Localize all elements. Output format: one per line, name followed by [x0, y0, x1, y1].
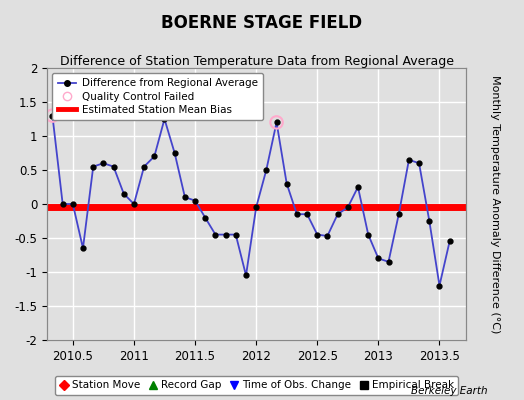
Point	[272, 119, 281, 126]
Point	[48, 112, 57, 119]
Legend: Station Move, Record Gap, Time of Obs. Change, Empirical Break: Station Move, Record Gap, Time of Obs. C…	[55, 376, 458, 395]
Title: Difference of Station Temperature Data from Regional Average: Difference of Station Temperature Data f…	[60, 55, 454, 68]
Y-axis label: Monthly Temperature Anomaly Difference (°C): Monthly Temperature Anomaly Difference (…	[490, 75, 500, 333]
Text: BOERNE STAGE FIELD: BOERNE STAGE FIELD	[161, 14, 363, 32]
Text: Berkeley Earth: Berkeley Earth	[411, 386, 487, 396]
